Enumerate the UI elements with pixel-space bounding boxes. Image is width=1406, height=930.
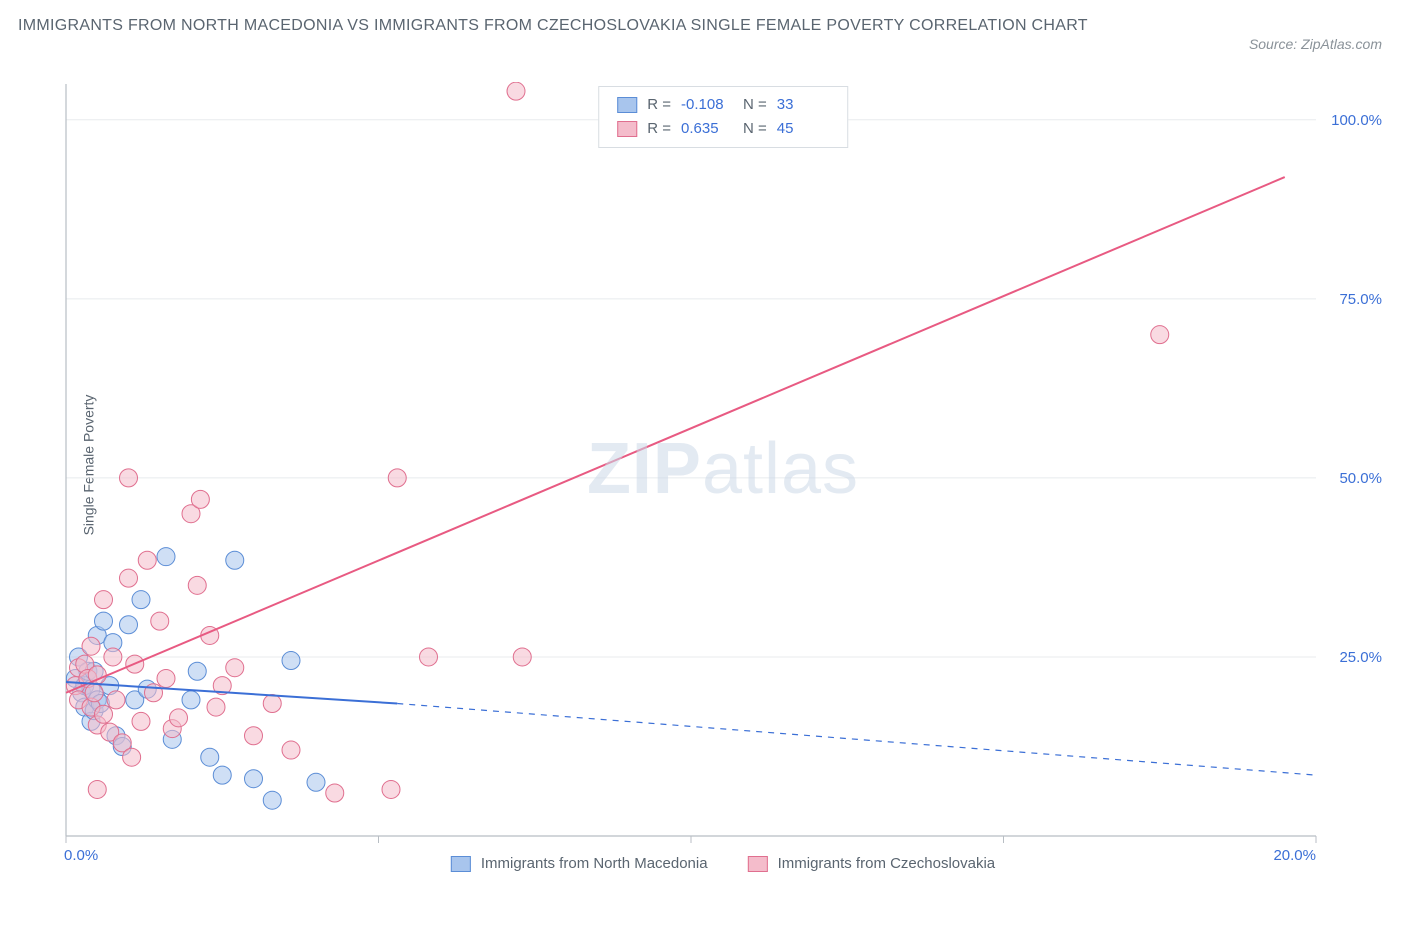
swatch-blue bbox=[617, 97, 637, 113]
legend-item-1: Immigrants from Czechoslovakia bbox=[748, 855, 996, 872]
legend-stats-row-0: R = -0.108 N = 33 bbox=[617, 93, 829, 117]
bottom-legend: Immigrants from North Macedonia Immigran… bbox=[451, 855, 995, 872]
r-value-1: 0.635 bbox=[681, 117, 733, 141]
swatch-pink bbox=[748, 856, 768, 872]
legend-stats-box: R = -0.108 N = 33 R = 0.635 N = 45 bbox=[598, 86, 848, 148]
r-label: R = bbox=[647, 117, 671, 141]
svg-text:75.0%: 75.0% bbox=[1339, 291, 1382, 308]
n-label: N = bbox=[743, 93, 767, 117]
swatch-blue bbox=[451, 856, 471, 872]
chart-area: ZIPatlas R = -0.108 N = 33 R = 0.635 N =… bbox=[58, 82, 1388, 872]
n-value-0: 33 bbox=[777, 93, 829, 117]
chart-title: IMMIGRANTS FROM NORTH MACEDONIA VS IMMIG… bbox=[18, 14, 1088, 38]
legend-item-0: Immigrants from North Macedonia bbox=[451, 855, 708, 872]
n-label: N = bbox=[743, 117, 767, 141]
legend-label-0: Immigrants from North Macedonia bbox=[481, 855, 708, 872]
chart-header: IMMIGRANTS FROM NORTH MACEDONIA VS IMMIG… bbox=[0, 0, 1406, 52]
legend-label-1: Immigrants from Czechoslovakia bbox=[778, 855, 996, 872]
svg-text:0.0%: 0.0% bbox=[64, 847, 98, 864]
svg-text:20.0%: 20.0% bbox=[1273, 847, 1316, 864]
r-label: R = bbox=[647, 93, 671, 117]
n-value-1: 45 bbox=[777, 117, 829, 141]
legend-stats-row-1: R = 0.635 N = 45 bbox=[617, 117, 829, 141]
swatch-pink bbox=[617, 121, 637, 137]
source-attribution: Source: ZipAtlas.com bbox=[1249, 36, 1382, 52]
svg-text:50.0%: 50.0% bbox=[1339, 470, 1382, 487]
svg-text:100.0%: 100.0% bbox=[1331, 112, 1382, 129]
scatter-plot-svg: 25.0% 50.0% 75.0% 100.0% 0.0% 20.0% bbox=[58, 82, 1388, 872]
svg-text:25.0%: 25.0% bbox=[1339, 649, 1382, 666]
r-value-0: -0.108 bbox=[681, 93, 733, 117]
